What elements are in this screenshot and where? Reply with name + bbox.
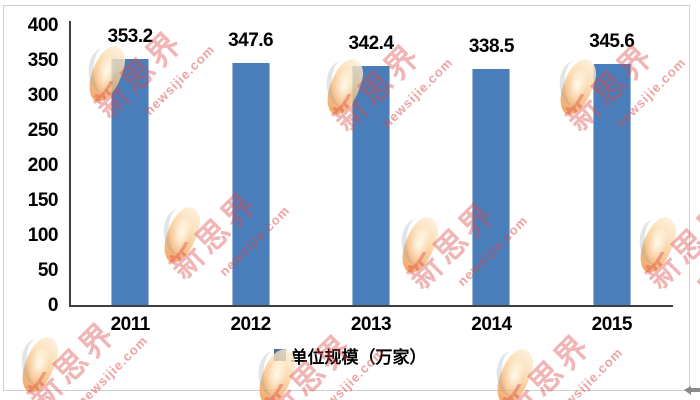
- x-tick-label: 2013: [350, 314, 392, 335]
- bar-2012: [231, 62, 270, 306]
- y-tick-label: 300: [27, 85, 59, 106]
- chart-frame: [3, 5, 690, 391]
- legend: 单位规模（万家）: [0, 345, 700, 367]
- bar-value-label: 345.6: [589, 31, 635, 53]
- x-tick-label: 2014: [471, 314, 512, 335]
- y-axis-line: [69, 21, 71, 307]
- watermark-url-text: newsijie.com: [692, 212, 700, 289]
- bar-2014: [472, 69, 511, 306]
- cursor-arrow-icon: [684, 386, 691, 395]
- y-tick-label: 200: [27, 155, 59, 176]
- bar-value-label: 347.6: [228, 29, 274, 51]
- x-tick-label: 2012: [230, 314, 271, 335]
- cursor-arrow-tail: [690, 388, 700, 392]
- x-tick-label: 2011: [110, 314, 151, 335]
- x-axis-line: [69, 305, 673, 307]
- bar-value-label: 342.4: [348, 33, 394, 55]
- y-tick-label: 400: [27, 15, 59, 36]
- legend-label: 单位规模（万家）: [290, 347, 427, 367]
- y-tick-label: 0: [47, 295, 59, 316]
- y-tick-label: 250: [27, 120, 59, 141]
- legend-marker: [273, 349, 286, 361]
- mouse-cursor-artifact: [684, 386, 700, 395]
- y-tick-label: 50: [37, 260, 59, 281]
- y-tick-label: 350: [27, 50, 59, 71]
- bar-value-label: 338.5: [468, 36, 515, 58]
- bar-value-label: 353.2: [107, 25, 154, 47]
- bar-2013: [352, 66, 390, 306]
- bar-2015: [592, 64, 631, 306]
- y-tick-label: 150: [27, 190, 59, 211]
- x-tick-label: 2015: [591, 314, 633, 335]
- bar-2011: [111, 58, 150, 306]
- y-tick-label: 100: [27, 225, 59, 246]
